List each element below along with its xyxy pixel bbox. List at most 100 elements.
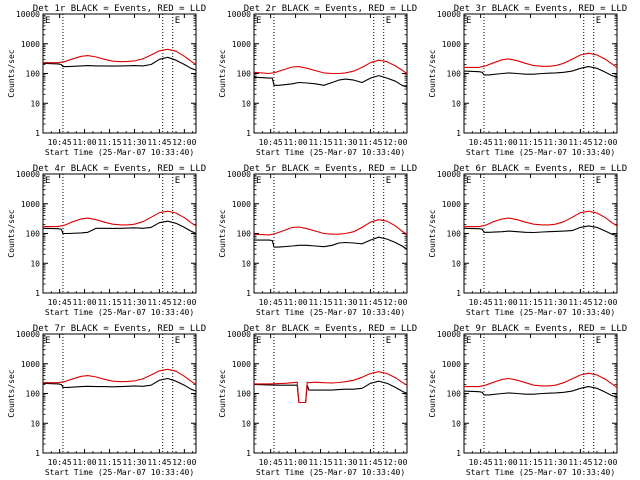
series-line-lld (254, 371, 408, 404)
x-tick-label: 10:45 (469, 458, 493, 467)
y-tick-label: 1 (246, 449, 251, 458)
y-tick-label: 1 (456, 449, 461, 458)
y-axis-label: Counts/sec (218, 369, 227, 417)
detector-panel-7: Det 7r BLACK = Events, RED = LLD 1 10 100 10… (7, 324, 206, 477)
y-tick-label: 100 (237, 390, 252, 399)
x-tick-label: 12:00 (172, 298, 196, 307)
x-tick-label: 10:45 (48, 138, 72, 147)
x-tick-label: 12:00 (593, 458, 617, 467)
x-tick-label: 11:15 (308, 138, 332, 147)
y-tick-label: 1 (35, 289, 40, 298)
x-tick-label: 11:30 (122, 138, 146, 147)
x-tick-label: 11:45 (147, 138, 171, 147)
x-axis-label: Start Time (25-Mar-07 10:33:40) (256, 468, 405, 477)
series-line-lld (43, 210, 197, 228)
corner-mark: E (256, 16, 261, 26)
y-tick-label: 10 (30, 99, 40, 108)
x-tick-label: 11:15 (518, 298, 542, 307)
x-tick-label: 10:45 (259, 298, 283, 307)
x-tick-label: 11:15 (308, 298, 332, 307)
series-line-events (42, 56, 197, 71)
y-axis-label: Counts/sec (218, 209, 227, 257)
y-axis-label: Counts/sec (7, 49, 16, 97)
detector-panel-1: Det 1r BLACK = Events, RED = LLD 1 10 100 10… (7, 4, 206, 157)
corner-mark: E (466, 16, 471, 26)
y-tick-label: 10 (30, 259, 40, 268)
plot-frame (42, 13, 197, 134)
x-tick-label: 11:00 (284, 298, 308, 307)
y-tick-label: 1000 (232, 200, 251, 209)
series-line-lld (253, 59, 408, 75)
y-tick-label: 100 (26, 230, 41, 239)
y-tick-label: 1000 (21, 360, 40, 369)
x-axis-label: Start Time (25-Mar-07 10:33:40) (45, 468, 194, 477)
panel-title: Det 1r BLACK = Events, RED = LLD (33, 4, 206, 14)
y-tick-label: 100 (447, 390, 462, 399)
x-tick-label: 10:45 (259, 138, 283, 147)
y-tick-label: 1000 (232, 360, 251, 369)
x-tick-label: 11:30 (333, 298, 357, 307)
x-tick-label: 12:00 (172, 458, 196, 467)
x-tick-label: 11:15 (97, 138, 121, 147)
x-tick-label: 12:00 (593, 138, 617, 147)
x-tick-label: 11:00 (73, 138, 97, 147)
corner-mark: E (386, 336, 391, 346)
x-tick-label: 11:30 (333, 138, 357, 147)
detector-panel-5: Det 5r BLACK = Events, RED = LLD 1 10 100 10… (218, 164, 417, 317)
x-tick-label: 10:45 (48, 298, 72, 307)
x-tick-label: 11:00 (73, 298, 97, 307)
x-tick-label: 11:00 (73, 458, 97, 467)
y-tick-label: 10 (30, 419, 40, 428)
y-axis-label: Counts/sec (428, 49, 437, 97)
corner-mark: E (45, 176, 50, 186)
y-tick-label: 1 (246, 289, 251, 298)
y-tick-label: 1000 (21, 200, 40, 209)
x-axis-label: Start Time (25-Mar-07 10:33:40) (45, 148, 194, 157)
x-tick-label: 11:00 (494, 458, 518, 467)
corner-mark: E (256, 176, 261, 186)
series-line-lld (464, 372, 618, 388)
y-tick-label: 10 (241, 419, 251, 428)
detector-panel-9: Det 9r BLACK = Events, RED = LLD 1 10 100 10… (428, 324, 627, 477)
x-tick-label: 11:15 (308, 458, 332, 467)
x-tick-label: 11:45 (358, 458, 382, 467)
x-tick-label: 11:00 (494, 138, 518, 147)
corner-mark: E (175, 16, 180, 26)
x-axis-label: Start Time (25-Mar-07 10:33:40) (466, 308, 615, 317)
x-tick-label: 10:45 (259, 458, 283, 467)
y-tick-label: 10000 (437, 10, 461, 19)
x-tick-label: 11:15 (518, 138, 542, 147)
x-tick-label: 11:45 (147, 458, 171, 467)
x-tick-label: 11:30 (543, 458, 567, 467)
x-tick-label: 11:45 (568, 138, 592, 147)
x-tick-label: 11:30 (543, 298, 567, 307)
y-tick-label: 10 (241, 259, 251, 268)
corner-mark: E (386, 16, 391, 26)
y-tick-label: 10000 (437, 170, 461, 179)
y-tick-label: 10 (451, 419, 461, 428)
x-tick-label: 11:45 (568, 298, 592, 307)
x-tick-label: 11:45 (358, 298, 382, 307)
series-line-events (42, 377, 197, 392)
plot-frame (42, 333, 197, 454)
series-line-events (254, 236, 408, 250)
x-tick-label: 10:45 (469, 298, 493, 307)
y-tick-label: 10 (451, 99, 461, 108)
y-tick-label: 1 (456, 289, 461, 298)
y-tick-label: 1000 (232, 40, 251, 49)
series-line-events (253, 380, 408, 404)
x-axis-label: Start Time (25-Mar-07 10:33:40) (256, 308, 405, 317)
series-line-lld (43, 368, 197, 385)
x-axis-label: Start Time (25-Mar-07 10:33:40) (45, 308, 194, 317)
detector-panel-2: Det 2r BLACK = Events, RED = LLD 1 10 100 10… (218, 4, 417, 157)
y-tick-label: 10 (451, 259, 461, 268)
x-tick-label: 11:15 (97, 458, 121, 467)
x-axis-label: Start Time (25-Mar-07 10:33:40) (256, 148, 405, 157)
y-tick-label: 100 (447, 70, 462, 79)
x-axis-label: Start Time (25-Mar-07 10:33:40) (466, 468, 615, 477)
corner-mark: E (45, 16, 50, 26)
detector-panel-8: Det 8r BLACK = Events, RED = LLD 1 10 100 10… (218, 324, 417, 477)
x-tick-label: 10:45 (469, 138, 493, 147)
y-tick-label: 10000 (227, 170, 251, 179)
corner-mark: E (596, 16, 601, 26)
